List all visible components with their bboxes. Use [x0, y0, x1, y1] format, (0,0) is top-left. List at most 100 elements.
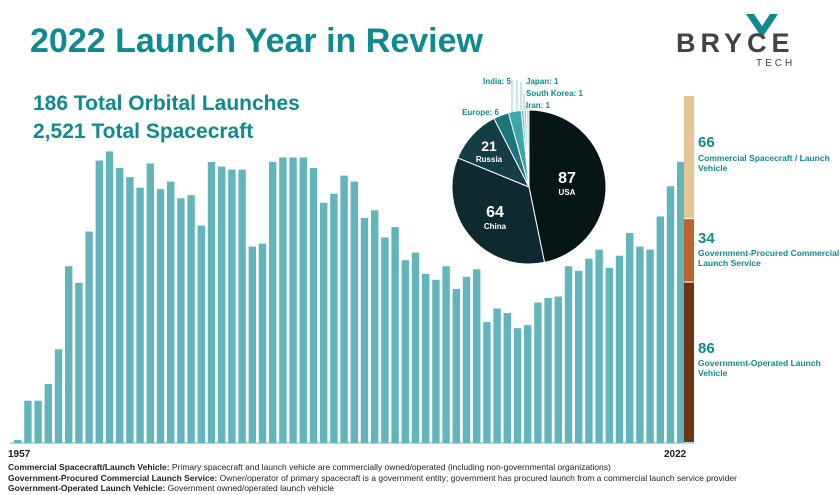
- bar-2016: [615, 255, 624, 443]
- bar-2001: [462, 276, 471, 443]
- bar-2017: [626, 233, 634, 443]
- definitions-footer: Commercial Spacecraft/Launch Vehicle: Pr…: [8, 462, 838, 494]
- total-launches-stat: 186 Total Orbital Launches: [33, 92, 300, 115]
- bar-1982: [269, 162, 277, 443]
- logo-check-icon: [746, 14, 778, 38]
- pie-usa-value: 87: [558, 170, 576, 187]
- bar-2013: [585, 258, 593, 443]
- bar-1990: [350, 181, 358, 443]
- bar-1988: [330, 193, 338, 443]
- bar-2010: [554, 296, 562, 443]
- bar-1991: [360, 217, 369, 443]
- bar-2000: [452, 288, 460, 443]
- bar-1977: [218, 166, 226, 443]
- pie-europe-label: Europe: 6: [462, 108, 499, 117]
- definition-term: Government-Procured Commercial Launch Se…: [8, 472, 218, 483]
- logo-sub: TECH: [756, 58, 796, 69]
- bar-1964: [85, 231, 93, 443]
- bar-2008: [534, 302, 542, 443]
- bar-1966: [105, 151, 114, 443]
- country-pie-chart: [451, 80, 607, 265]
- bar-2005: [503, 313, 511, 443]
- bar-2006: [513, 328, 522, 443]
- bar-1980: [248, 246, 256, 443]
- launch-type-stacked-bar: [684, 96, 694, 442]
- bar-1967: [116, 168, 124, 443]
- bar-1974: [187, 195, 195, 443]
- commercial-value: 66: [698, 134, 715, 151]
- x-axis-end-label: 2022: [664, 449, 687, 460]
- gov-procured-label: Government-Procured Commercial Launch Se…: [698, 248, 840, 268]
- bar-1992: [371, 210, 379, 443]
- pie-china-name: China: [483, 222, 507, 231]
- bar-1993: [381, 237, 389, 443]
- bar-1971: [156, 189, 165, 443]
- bar-1985: [299, 157, 307, 443]
- bar-1960: [44, 384, 52, 443]
- bar-2022: [677, 162, 685, 443]
- page-title: 2022 Launch Year in Review: [30, 22, 483, 60]
- pie-russia-name: Russia: [475, 155, 503, 164]
- bar-1999: [442, 266, 450, 443]
- bar-1972: [167, 181, 175, 443]
- logo-word: BRYCE: [676, 28, 795, 58]
- bar-1981: [258, 243, 267, 443]
- bar-1962: [65, 266, 73, 443]
- bar-2007: [524, 325, 532, 443]
- bar-1958: [24, 400, 32, 443]
- total-spacecraft-stat: 2,521 Total Spacecraft: [33, 120, 254, 143]
- stack-segment-0: [684, 96, 694, 219]
- gov-operated-value: 86: [698, 340, 715, 357]
- pie-china-value: 64: [486, 204, 504, 221]
- bar-1978: [228, 169, 236, 443]
- bar-1968: [126, 177, 134, 443]
- bar-1961: [54, 349, 63, 443]
- bar-2009: [544, 298, 552, 443]
- bar-2021: [666, 186, 675, 443]
- bar-1970: [146, 163, 154, 443]
- bar-2003: [483, 322, 491, 443]
- gov-procured-value: 34: [698, 230, 715, 247]
- bar-2012: [575, 270, 583, 443]
- pie-japan-label: Japan: 1: [526, 77, 559, 86]
- definition-text: Primary spacecraft and launch vehicle ar…: [169, 462, 611, 472]
- bar-1995: [401, 260, 409, 443]
- bar-1998: [432, 279, 440, 443]
- pie-iran-label: Iran: 1: [526, 101, 551, 110]
- pie-india-label: India: 5: [483, 77, 512, 86]
- bar-1975: [197, 225, 205, 443]
- bar-2002: [473, 269, 481, 443]
- stack-segment-2: [684, 282, 694, 442]
- pie-russia-value: 21: [481, 138, 497, 154]
- definition-text: Owner/operator of primary spacecraft is …: [217, 472, 737, 483]
- definition-gov-procured: Government-Procured Commercial Launch Se…: [8, 473, 838, 484]
- definition-gov-operated: Government-Operated Launch Vehicle: Gove…: [8, 483, 838, 494]
- bar-1996: [411, 252, 420, 443]
- stack-segment-1: [684, 219, 694, 282]
- x-axis-start-label: 1957: [8, 449, 31, 460]
- bar-2018: [636, 246, 644, 443]
- bar-2015: [605, 267, 613, 443]
- bar-1983: [279, 157, 287, 443]
- definition-term: Government-Operated Launch Vehicle:: [8, 483, 166, 493]
- pie-usa-name: USA: [558, 188, 576, 197]
- bar-1997: [422, 273, 430, 443]
- bar-1976: [207, 162, 216, 443]
- bar-2004: [493, 308, 501, 443]
- bar-2020: [656, 216, 664, 443]
- bar-1984: [289, 157, 297, 443]
- definition-text: Government owned/operated launch vehicle: [165, 483, 334, 493]
- bar-1986: [309, 168, 318, 443]
- bar-1965: [95, 160, 103, 443]
- bar-1959: [34, 400, 42, 443]
- yearly-launch-bars: [14, 151, 685, 443]
- pie-south-korea-label: South Korea: 1: [526, 89, 583, 98]
- bar-1979: [238, 169, 246, 443]
- pie-slice-iran: [525, 109, 530, 188]
- bar-1989: [340, 175, 348, 443]
- bar-2014: [595, 249, 603, 443]
- commercial-label: Commercial Spacecraft / Launch Vehicle: [698, 153, 830, 173]
- bar-1973: [177, 198, 185, 443]
- bar-1963: [75, 282, 83, 443]
